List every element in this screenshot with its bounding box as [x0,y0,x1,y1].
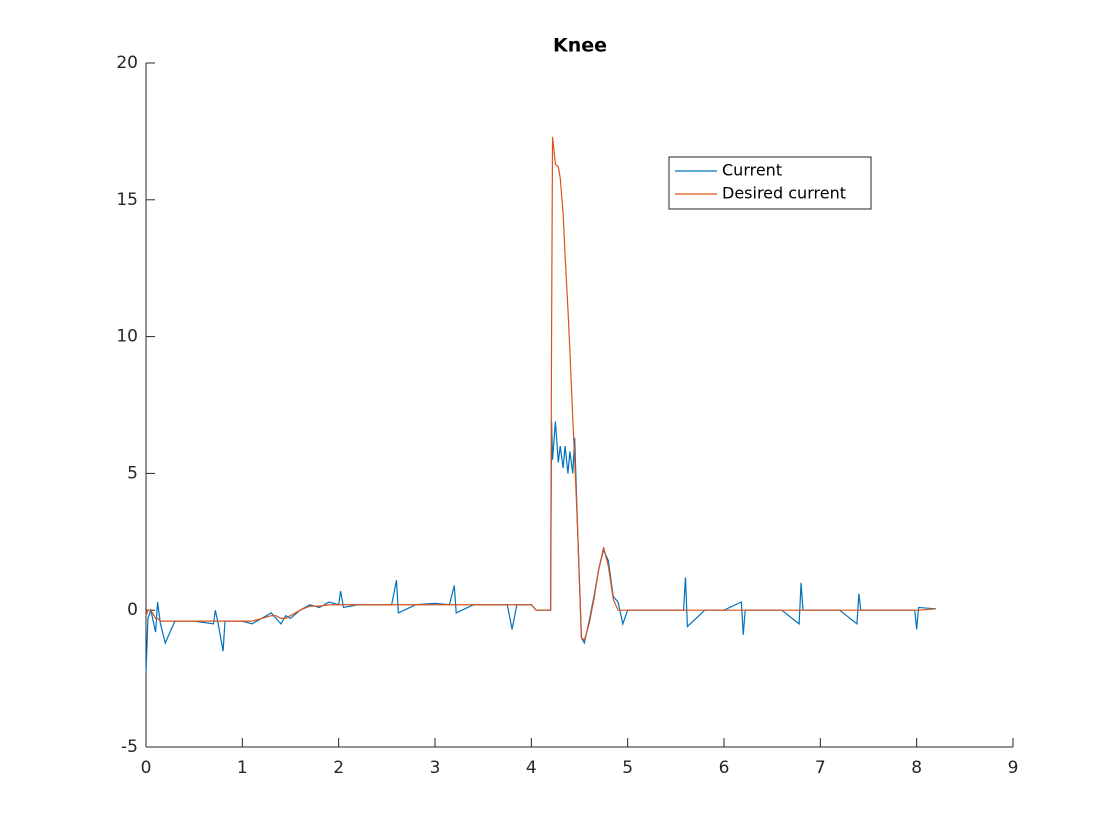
data-line [145,136,936,642]
x-tick-label: 7 [815,758,826,778]
x-tick-label: 1 [237,758,248,778]
y-tick-label: 10 [116,327,138,347]
x-tick-label: 0 [141,758,152,778]
legend-box [668,156,872,210]
x-tick-label: 8 [911,758,922,778]
x-tick-label: 6 [719,758,730,778]
x-tick-label: 3 [430,758,441,778]
legend: Current Desired current [668,156,872,210]
x-tick-label: 4 [526,758,537,778]
legend-label: Desired current [722,184,846,203]
chart-title: Knee [553,35,607,57]
legend-label: Current [722,161,782,180]
x-tick-label: 9 [1008,758,1019,778]
y-tick-label: 0 [127,600,138,620]
x-tick-label: 2 [333,758,344,778]
x-tick-label: 5 [622,758,633,778]
y-tick-label: 20 [116,53,138,73]
y-tick-label: 15 [116,190,138,210]
y-tick-label: -5 [121,737,138,757]
y-tick-label: 5 [127,463,138,483]
